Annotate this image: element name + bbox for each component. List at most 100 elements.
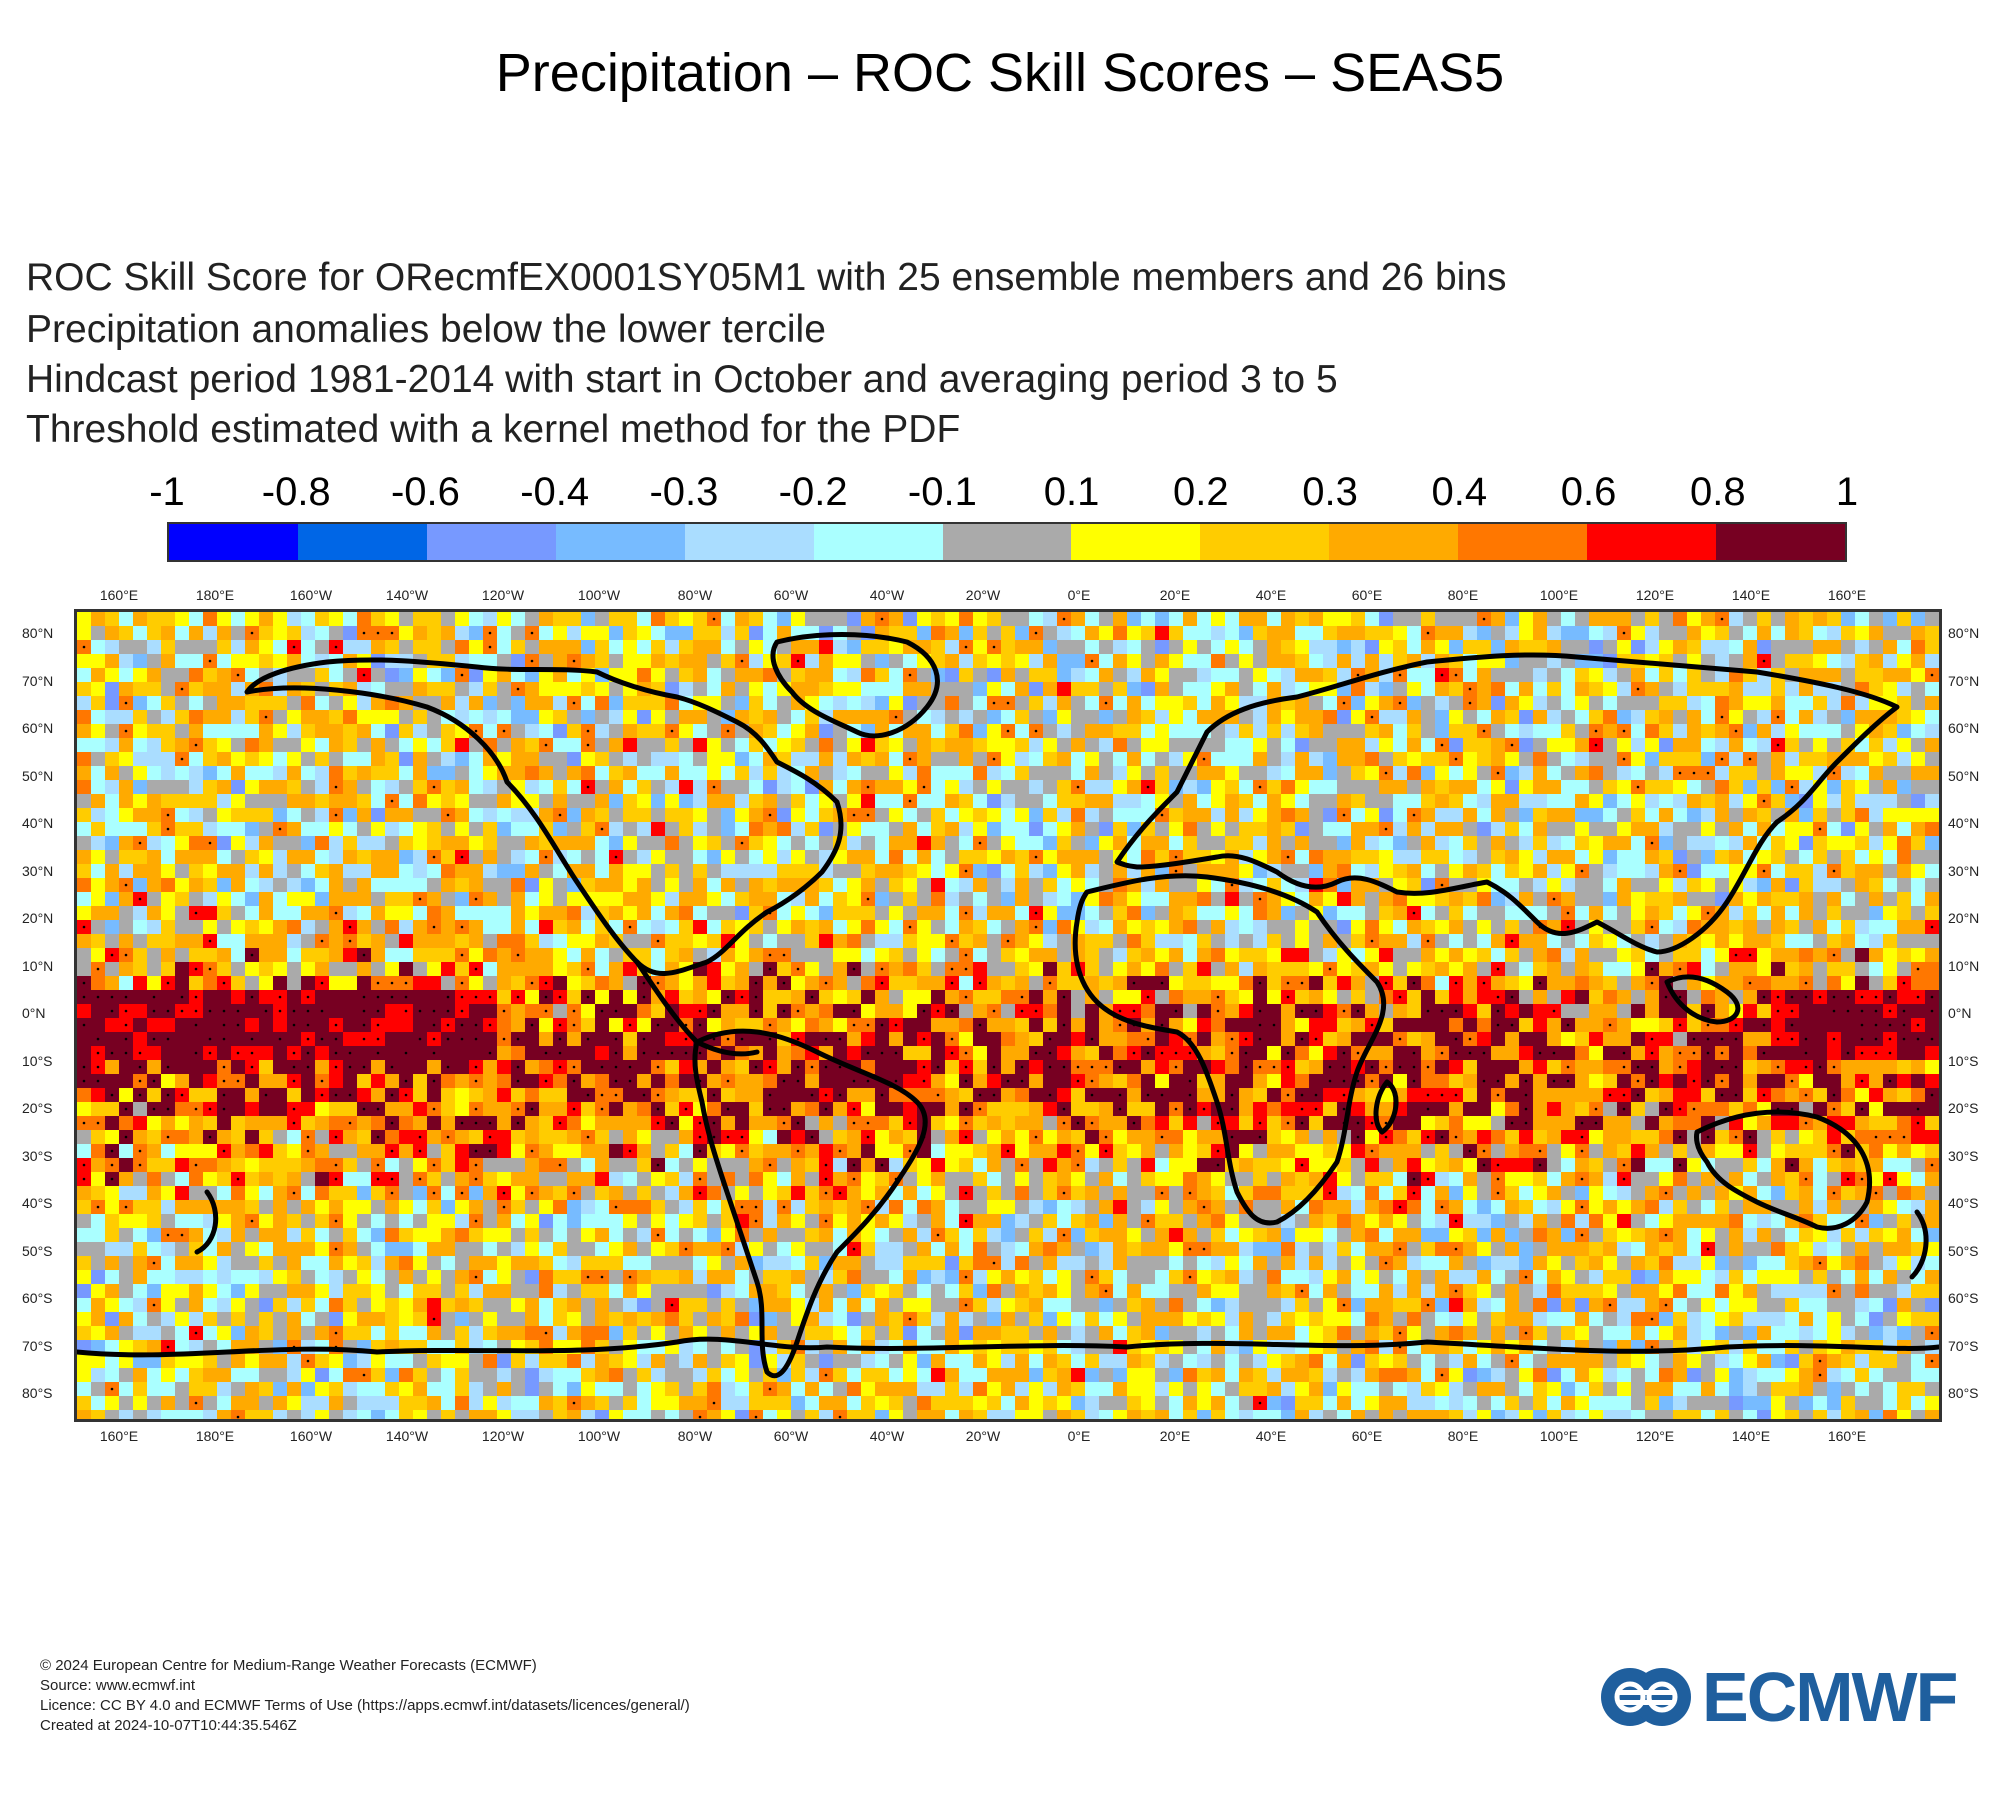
longitude-label: 60°E [1351, 1428, 1383, 1444]
grid-cell [203, 640, 217, 654]
grid-cell [1169, 920, 1183, 934]
grid-cell [1729, 794, 1743, 808]
grid-cell [1841, 920, 1855, 934]
grid-cell [1085, 948, 1099, 962]
grid-cell [1449, 920, 1463, 934]
grid-cell [1099, 1116, 1113, 1130]
grid-cell [1253, 682, 1267, 696]
grid-cell [1113, 962, 1127, 976]
grid-cell [371, 892, 385, 906]
grid-cell [1883, 612, 1897, 626]
grid-cell [329, 1004, 343, 1018]
grid-cell [1421, 808, 1435, 822]
grid-cell [525, 878, 539, 892]
grid-cell [1897, 1060, 1911, 1074]
grid-cell [1799, 864, 1813, 878]
grid-cell [931, 738, 945, 752]
grid-cell [623, 696, 637, 710]
grid-cell [77, 850, 91, 864]
grid-cell [707, 654, 721, 668]
grid-cell [679, 864, 693, 878]
grid-cell [175, 654, 189, 668]
grid-cell [1883, 640, 1897, 654]
grid-cell [427, 906, 441, 920]
grid-cell [735, 668, 749, 682]
grid-cell [665, 990, 679, 1004]
grid-cell [1757, 696, 1771, 710]
grid-cell [1813, 640, 1827, 654]
grid-cell [1337, 654, 1351, 668]
grid-cell [931, 794, 945, 808]
grid-cell [1561, 864, 1575, 878]
grid-cell [1337, 780, 1351, 794]
grid-cell [1309, 794, 1323, 808]
grid-cell [105, 906, 119, 920]
grid-cell [1813, 864, 1827, 878]
grid-cell [973, 752, 987, 766]
grid-cell [357, 752, 371, 766]
grid-cell [1519, 934, 1533, 948]
grid-cell [1519, 948, 1533, 962]
grid-cell [1743, 1074, 1757, 1088]
grid-cell [721, 612, 735, 626]
grid-cell [511, 766, 525, 780]
grid-cell [1281, 794, 1295, 808]
grid-cell [1155, 836, 1169, 850]
grid-cell [847, 822, 861, 836]
grid-cell [455, 892, 469, 906]
grid-cell [1365, 766, 1379, 780]
grid-cell [1841, 710, 1855, 724]
grid-cell [1267, 1074, 1281, 1088]
grid-cell [721, 1060, 735, 1074]
grid-cell [693, 612, 707, 626]
grid-cell [385, 752, 399, 766]
grid-cell [1183, 892, 1197, 906]
grid-cell [1421, 710, 1435, 724]
grid-cell [1267, 822, 1281, 836]
grid-cell [1911, 1088, 1925, 1102]
grid-cell [273, 864, 287, 878]
grid-cell [1477, 864, 1491, 878]
grid-cell [1673, 850, 1687, 864]
grid-cell [1127, 850, 1141, 864]
grid-cell [833, 1004, 847, 1018]
grid-cell [77, 962, 91, 976]
grid-cell [763, 612, 777, 626]
grid-cell [455, 682, 469, 696]
grid-cell [315, 612, 329, 626]
grid-cell [1519, 682, 1533, 696]
grid-cell [189, 934, 203, 948]
grid-cell [1673, 892, 1687, 906]
grid-cell [1253, 640, 1267, 654]
grid-cell [1645, 710, 1659, 724]
grid-cell [427, 682, 441, 696]
grid-cell [889, 962, 903, 976]
grid-cell [1897, 766, 1911, 780]
grid-cell [1113, 920, 1127, 934]
grid-cell [399, 934, 413, 948]
grid-cell [1015, 752, 1029, 766]
grid-cell [1869, 822, 1883, 836]
grid-cell [889, 794, 903, 808]
grid-cell [1505, 920, 1519, 934]
skill-score-map[interactable] [74, 609, 1942, 1422]
grid-cell [245, 1102, 259, 1116]
grid-cell [973, 696, 987, 710]
grid-cell [973, 906, 987, 920]
grid-cell [273, 1046, 287, 1060]
grid-cell [819, 654, 833, 668]
grid-cell [1127, 906, 1141, 920]
grid-cell [567, 962, 581, 976]
grid-cell [1477, 906, 1491, 920]
grid-cell [1631, 892, 1645, 906]
grid-cell [371, 780, 385, 794]
grid-cell [1631, 976, 1645, 990]
grid-cell [1519, 822, 1533, 836]
grid-cell [175, 808, 189, 822]
grid-cell [1141, 640, 1155, 654]
grid-cell [287, 752, 301, 766]
grid-cell [273, 1116, 287, 1130]
grid-cell [1015, 878, 1029, 892]
grid-cell [427, 724, 441, 738]
grid-cell [91, 1018, 105, 1032]
